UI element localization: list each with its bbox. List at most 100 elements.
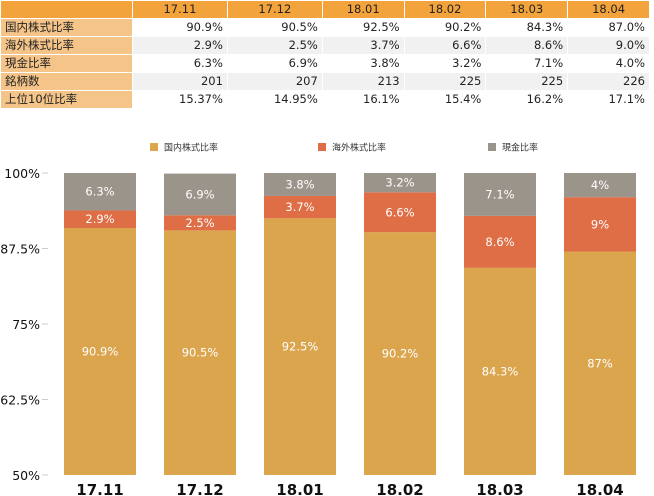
bar-segment	[164, 215, 236, 231]
bar-segment	[464, 267, 536, 475]
column-header: 18.01	[321, 0, 405, 19]
table-row: 上位10位比率 15.37% 14.95% 16.1% 15.4% 16.2% …	[0, 90, 650, 109]
table-cell: 84.3%	[485, 18, 569, 37]
y-tick-label: 87.5%	[0, 242, 40, 257]
table-cell: 2.9%	[132, 36, 228, 55]
legend-label: 現金比率	[502, 142, 538, 154]
bar-segment	[564, 197, 636, 252]
data-label: 2.5%	[185, 216, 214, 230]
table-cell: 7.1%	[485, 54, 569, 73]
data-label: 6.6%	[385, 205, 414, 219]
data-label: 90.9%	[82, 344, 119, 358]
legend-swatch	[318, 143, 326, 151]
table-row: 海外株式比率 2.9% 2.5% 3.7% 6.6% 8.6% 9.0%	[0, 36, 650, 55]
row-label: 現金比率	[0, 54, 133, 73]
table-cell: 207	[226, 72, 323, 91]
column-header: 18.04	[567, 0, 650, 19]
legend-swatch	[150, 143, 158, 151]
bar-segment	[64, 227, 136, 475]
bar-segment	[364, 173, 436, 193]
table-cell: 225	[485, 72, 569, 91]
data-label: 6.3%	[85, 185, 114, 199]
y-tick-label: 75%	[12, 317, 40, 332]
bar-segment	[264, 173, 336, 196]
data-label: 3.2%	[385, 176, 414, 190]
table-cell: 3.2%	[403, 54, 487, 73]
data-label: 84.3%	[482, 364, 519, 378]
bar-segment	[64, 210, 136, 228]
bar-segment	[264, 195, 336, 219]
data-label: 92.5%	[282, 340, 319, 354]
y-tick-label: 100%	[4, 166, 40, 181]
data-label: 3.7%	[285, 200, 314, 214]
data-label: 87%	[587, 356, 613, 370]
table-cell: 213	[321, 72, 405, 91]
data-label: 6.9%	[185, 187, 214, 201]
table-cell: 87.0%	[567, 18, 650, 37]
table-cell: 3.7%	[321, 36, 405, 55]
table-cell: 16.1%	[321, 90, 405, 109]
data-label: 8.6%	[485, 235, 514, 249]
table-cell: 92.5%	[321, 18, 405, 37]
bar-segment	[464, 173, 536, 216]
row-label: 上位10位比率	[0, 90, 133, 109]
summary-table: 17.11 17.12 18.01 18.02 18.03 18.04 国内株式…	[0, 0, 650, 109]
data-label: 7.1%	[485, 187, 514, 201]
data-label: 90.2%	[382, 347, 419, 361]
bar-segment	[464, 215, 536, 268]
x-tick-label: 18.04	[576, 481, 623, 496]
legend-swatch	[488, 143, 496, 151]
table-cell: 201	[132, 72, 228, 91]
bar-segment	[364, 232, 436, 475]
table-cell: 90.9%	[132, 18, 228, 37]
x-tick-label: 18.02	[376, 481, 423, 496]
data-label: 90.5%	[182, 346, 219, 360]
table-cell: 17.1%	[567, 90, 650, 109]
x-tick-label: 17.12	[176, 481, 223, 496]
table-cell: 90.5%	[226, 18, 323, 37]
y-tick-label: 50%	[12, 468, 40, 483]
table-row: 国内株式比率 90.9% 90.5% 92.5% 90.2% 84.3% 87.…	[0, 18, 650, 37]
table-cell: 90.2%	[403, 18, 487, 37]
row-label: 銘柄数	[0, 72, 133, 91]
table-cell: 225	[403, 72, 487, 91]
table-row: 現金比率 6.3% 6.9% 3.8% 3.2% 7.1% 4.0%	[0, 54, 650, 73]
data-label: 4%	[591, 178, 609, 192]
row-label: 国内株式比率	[0, 18, 133, 37]
table-cell: 6.9%	[226, 54, 323, 73]
table-cell: 226	[567, 72, 650, 91]
x-tick-label: 18.03	[476, 481, 523, 496]
table-cell: 14.95%	[226, 90, 323, 109]
x-tick-label: 17.11	[76, 481, 123, 496]
y-tick-label: 62.5%	[0, 393, 40, 408]
data-label: 2.9%	[85, 212, 114, 226]
table-cell: 9.0%	[567, 36, 650, 55]
table-cell: 4.0%	[567, 54, 650, 73]
x-tick-label: 18.01	[276, 481, 323, 496]
bar-segment	[164, 173, 236, 216]
data-label: 3.8%	[285, 177, 314, 191]
table-cell: 16.2%	[485, 90, 569, 109]
row-label: 海外株式比率	[0, 36, 133, 55]
bar-segment	[564, 173, 636, 198]
table-cell: 2.5%	[226, 36, 323, 55]
legend-label: 国内株式比率	[164, 142, 218, 154]
table-cell: 6.3%	[132, 54, 228, 73]
bar-segment	[564, 251, 636, 475]
column-header: 17.12	[226, 0, 323, 19]
table-cell: 15.4%	[403, 90, 487, 109]
table-row: 銘柄数 201 207 213 225 225 226	[0, 72, 650, 91]
table-cell: 15.37%	[132, 90, 228, 109]
column-header: 18.02	[403, 0, 487, 19]
bar-segment	[264, 218, 336, 476]
column-header: 18.03	[485, 0, 569, 19]
table-header-row: 17.11 17.12 18.01 18.02 18.03 18.04	[0, 0, 650, 19]
bar-segment	[64, 173, 136, 211]
bar-segment	[164, 230, 236, 475]
table-cell: 6.6%	[403, 36, 487, 55]
column-header: 17.11	[132, 0, 228, 19]
stacked-bar-chart: 国内株式比率 海外株式比率 現金比率 50% 62.5% 75% 87.5% 100% 90.9…	[0, 142, 636, 496]
bar-segment	[364, 192, 436, 233]
data-label: 9%	[591, 217, 609, 231]
table-cell: 3.8%	[321, 54, 405, 73]
